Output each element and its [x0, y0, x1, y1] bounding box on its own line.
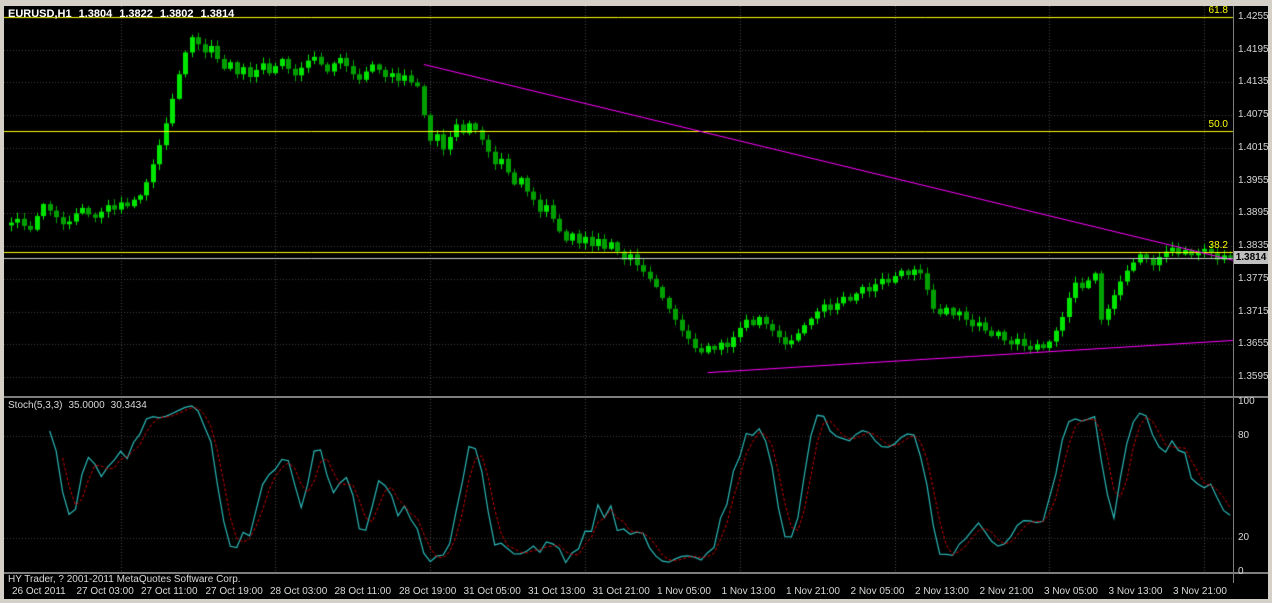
time-axis-label: 27 Oct 11:00 [141, 586, 198, 597]
indicator-axis[interactable]: 100 80 20 0 [1233, 396, 1268, 577]
time-axis-label: 28 Oct 11:00 [334, 586, 392, 597]
indicator-signal-value: 30.3434 [110, 400, 147, 411]
time-axis-label: 27 Oct 19:00 [205, 586, 263, 597]
indicator-axis-label: 0 [1238, 566, 1244, 577]
copyright-text: HY Trader, ? 2001-2011 MetaQuotes Softwa… [8, 574, 241, 585]
time-axis-label: 1 Nov 05:00 [657, 586, 711, 597]
current-price-tag: 1.3814 [1234, 250, 1268, 264]
time-axis-label: 28 Oct 19:00 [399, 586, 457, 597]
chart-window: EURUSD,H1 1.3804 1.3822 1.3802 1.3814 61.8 5… [4, 6, 1268, 599]
time-axis-label: 2 Nov 05:00 [850, 586, 905, 597]
price-axis-label: 1.4135 [1238, 76, 1268, 88]
fib-level-50-0-label: 50.0 [1208, 119, 1228, 130]
time-axis-label: 2 Nov 13:00 [915, 586, 969, 597]
panel-splitter-lower[interactable] [4, 572, 1268, 574]
fib-level-61-8-label: 61.8 [1208, 6, 1228, 16]
time-axis-label: 3 Nov 13:00 [1108, 586, 1163, 597]
time-axis-label: 2 Nov 21:00 [979, 586, 1034, 597]
price-axis-label: 1.3835 [1238, 240, 1268, 252]
price-axis-label: 1.3895 [1238, 207, 1268, 219]
price-axis-border [1233, 6, 1234, 583]
symbol-title: EURUSD,H1 1.3804 1.3822 1.3802 1.3814 [8, 8, 241, 20]
price-axis-label: 1.4255 [1238, 11, 1268, 22]
panel-splitter-upper[interactable] [4, 396, 1268, 398]
time-axis-label: 26 Oct 2011 [12, 586, 66, 597]
indicator-axis-label: 80 [1238, 430, 1250, 441]
indicator-main-value: 35.0000 [68, 400, 105, 411]
price-axis-label: 1.3715 [1238, 305, 1268, 317]
time-axis-label: 31 Oct 21:00 [592, 586, 650, 597]
price-axis[interactable]: 1.4255 1.4195 1.4135 1.4075 1.4015 1.3955 1.38… [1233, 6, 1268, 583]
time-axis-label: 28 Oct 03:00 [270, 586, 328, 597]
indicator-name: Stoch(5,3,3) [8, 400, 63, 411]
fib-level-38-2-label: 38.2 [1208, 240, 1228, 252]
indicator-label: Stoch(5,3,3) 35.0000 30.3434 [8, 400, 153, 411]
time-axis-label: 31 Oct 13:00 [528, 586, 586, 597]
symbol-label: EURUSD,H1 [8, 8, 72, 20]
indicator-axis-label: 20 [1238, 532, 1250, 543]
time-axis-label: 3 Nov 05:00 [1044, 586, 1098, 597]
ohlc-high: 1.3822 [119, 8, 153, 20]
time-axis-label: 1 Nov 13:00 [721, 586, 776, 597]
price-axis-label: 1.4075 [1238, 109, 1268, 121]
time-axis-label: 27 Oct 03:00 [76, 586, 134, 597]
chart-canvas[interactable] [4, 6, 1268, 599]
time-axis-label: 1 Nov 21:00 [786, 586, 840, 597]
price-axis-label: 1.3595 [1238, 371, 1268, 382]
time-axis[interactable]: 26 Oct 2011 27 Oct 03:00 27 Oct 11:00 27 Oc… [4, 584, 1233, 599]
price-axis-label: 1.4015 [1238, 141, 1268, 153]
price-axis-label: 1.3955 [1238, 174, 1268, 186]
price-axis-label: 1.4195 [1238, 43, 1268, 55]
time-axis-label: 31 Oct 05:00 [463, 586, 521, 597]
ohlc-open: 1.3804 [78, 8, 113, 20]
ohlc-low: 1.3802 [159, 8, 194, 20]
price-axis-label: 1.3775 [1238, 272, 1268, 284]
ohlc-close: 1.3814 [200, 8, 235, 20]
indicator-axis-label: 100 [1238, 396, 1255, 407]
price-axis-label: 1.3655 [1238, 338, 1268, 350]
time-axis-label: 3 Nov 21:00 [1173, 586, 1227, 597]
